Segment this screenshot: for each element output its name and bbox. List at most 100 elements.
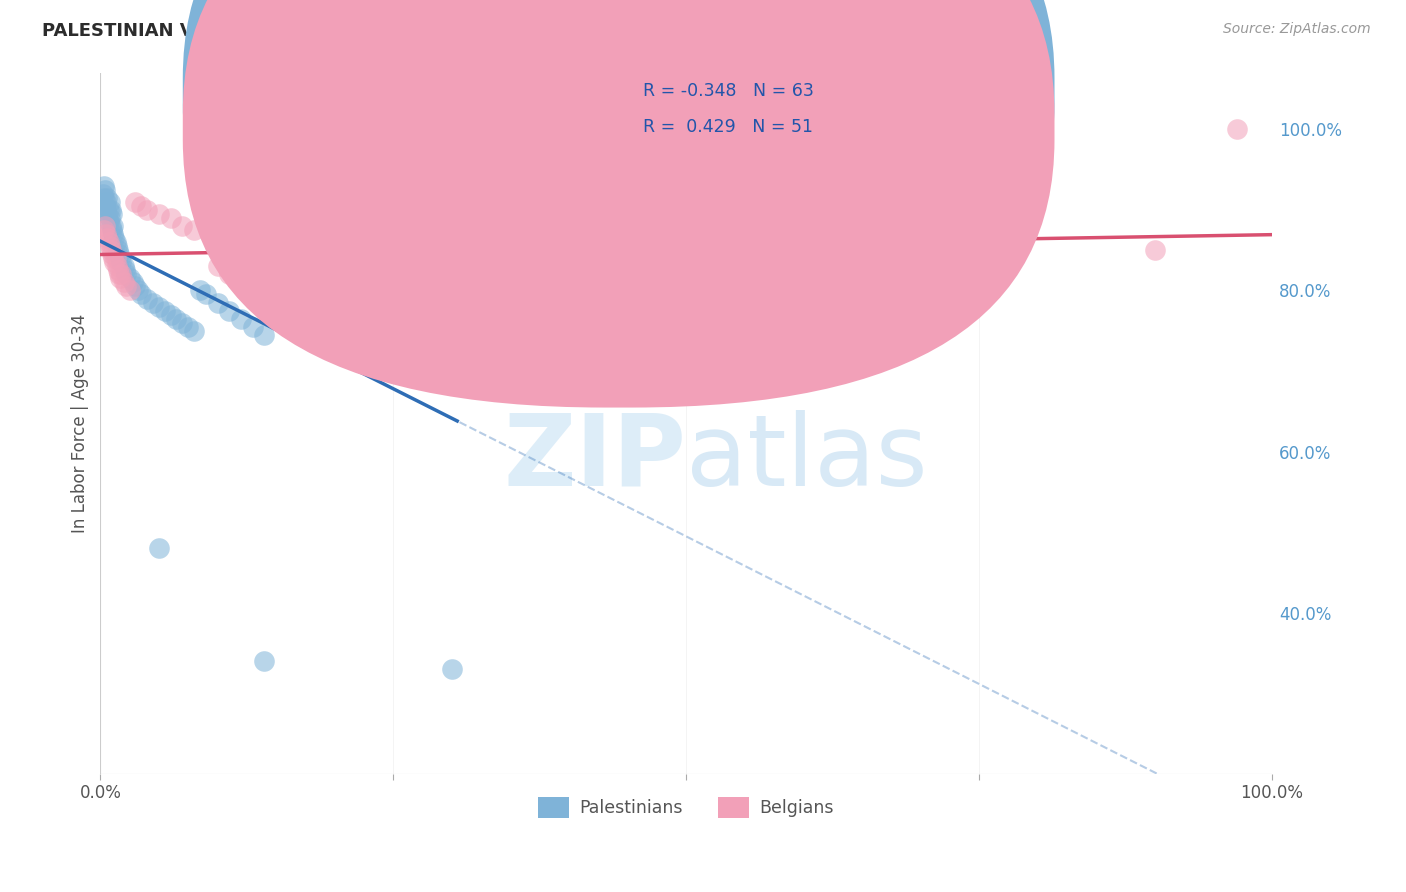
Legend: Palestinians, Belgians: Palestinians, Belgians [531, 789, 841, 825]
Point [96, 191, 118, 205]
Text: R = -0.348   N = 63: R = -0.348 N = 63 [643, 82, 814, 100]
Point [100, 243, 122, 257]
Point [107, 263, 129, 277]
Point [299, 276, 322, 290]
Point [112, 260, 135, 274]
Point [323, 243, 346, 257]
Point [277, 260, 299, 274]
Text: PALESTINIAN VS BELGIAN IN LABOR FORCE | AGE 30-34 CORRELATION CHART: PALESTINIAN VS BELGIAN IN LABOR FORCE | … [42, 22, 821, 40]
Point [100, 219, 122, 233]
Point [131, 199, 153, 213]
Point [188, 284, 211, 298]
Point [183, 223, 205, 237]
Point [347, 247, 370, 261]
Point [101, 223, 124, 237]
Point [229, 271, 252, 285]
Point [104, 252, 127, 266]
Point [108, 247, 131, 261]
Point [242, 319, 264, 334]
Point [96, 202, 118, 217]
Point [218, 268, 240, 282]
Point [127, 284, 149, 298]
Point [194, 215, 217, 229]
Point [153, 303, 176, 318]
Point [108, 268, 131, 282]
Point [110, 268, 132, 282]
Point [277, 263, 299, 277]
Point [142, 295, 165, 310]
Point [103, 252, 125, 266]
Point [967, 255, 990, 269]
Point [94, 183, 117, 197]
Point [98, 239, 121, 253]
Point [98, 194, 121, 209]
Point [148, 207, 170, 221]
Point [229, 311, 252, 326]
Point [177, 319, 200, 334]
Point [115, 279, 138, 293]
Point [110, 271, 132, 285]
Point [218, 303, 240, 318]
Point [97, 235, 120, 249]
Point [288, 268, 311, 282]
Point [312, 284, 335, 298]
Point [166, 311, 188, 326]
Point [148, 300, 170, 314]
Point [103, 219, 125, 233]
Point [148, 541, 170, 556]
Point [299, 276, 322, 290]
Point [98, 211, 121, 225]
Point [242, 243, 264, 257]
Point [107, 243, 129, 257]
Point [124, 194, 146, 209]
Point [122, 276, 145, 290]
Point [183, 324, 205, 338]
Point [96, 231, 118, 245]
Point [194, 287, 217, 301]
Point [131, 287, 153, 301]
Point [1143, 243, 1166, 257]
Point [105, 239, 128, 253]
Point [792, 255, 814, 269]
Text: atlas: atlas [686, 410, 928, 507]
Point [370, 316, 392, 330]
Point [207, 260, 229, 274]
Point [253, 327, 276, 342]
Point [124, 279, 146, 293]
Point [207, 295, 229, 310]
Point [616, 235, 638, 249]
Point [264, 252, 287, 266]
Point [382, 255, 405, 269]
Point [347, 303, 370, 318]
Point [394, 268, 416, 282]
Text: Source: ZipAtlas.com: Source: ZipAtlas.com [1223, 22, 1371, 37]
Point [323, 292, 346, 306]
Point [103, 255, 125, 269]
Point [110, 255, 132, 269]
Point [96, 207, 118, 221]
Point [675, 247, 697, 261]
Point [103, 231, 125, 245]
Point [440, 662, 463, 676]
Point [118, 284, 141, 298]
Point [93, 178, 115, 193]
Point [253, 654, 276, 668]
Point [96, 194, 118, 209]
Point [172, 219, 194, 233]
Point [851, 247, 873, 261]
Point [114, 263, 136, 277]
Text: ZIP: ZIP [503, 410, 686, 507]
Point [101, 207, 124, 221]
Point [100, 202, 122, 217]
Point [172, 316, 194, 330]
Point [101, 247, 124, 261]
Point [97, 215, 120, 229]
Y-axis label: In Labor Force | Age 30-34: In Labor Force | Age 30-34 [72, 314, 89, 533]
Point [910, 260, 932, 274]
Point [94, 219, 117, 233]
Text: R =  0.429   N = 51: R = 0.429 N = 51 [643, 118, 813, 136]
Point [264, 255, 287, 269]
Point [104, 235, 127, 249]
Point [253, 247, 276, 261]
Point [159, 308, 181, 322]
